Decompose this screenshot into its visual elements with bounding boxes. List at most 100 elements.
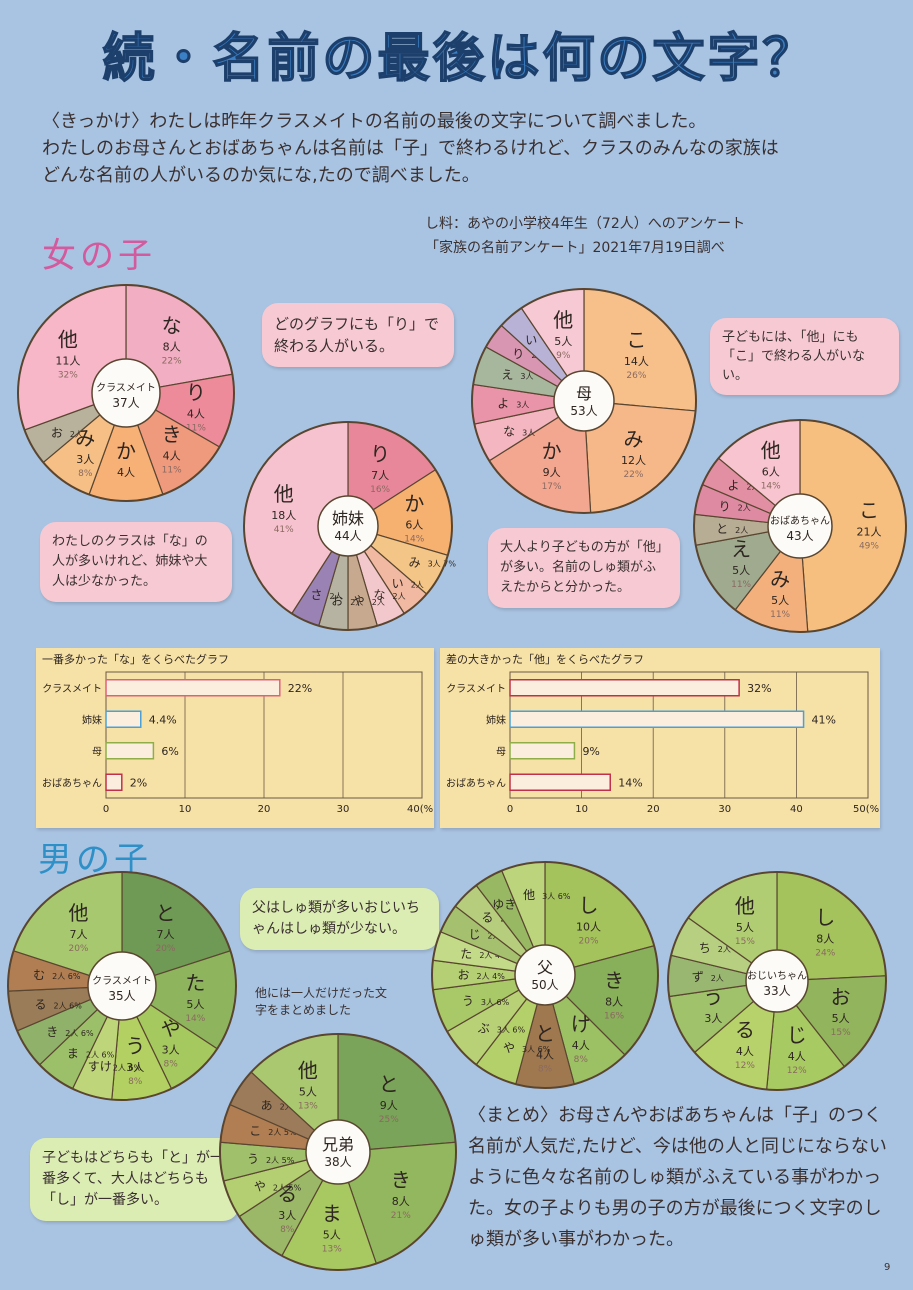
pie-pct-3: 8% [280,1225,295,1235]
pie-pct-3: 8% [538,1065,553,1075]
pie-pct-2: 17% [542,482,562,492]
bar-category-label: 姉妹 [82,713,102,726]
pie-pct-1: 15% [831,1028,851,1038]
pie-pct-2: 8% [164,1060,179,1070]
pie-label-7: お [458,968,470,982]
pie-fathers: し 10人 20% き 8人 16% け 4人 8% と 4人 8% や 3人 6% ぶ 3人 6% う 3人 6… [431,861,659,1089]
pie-count-0: 14人 [624,355,649,368]
pie-count-7: 2人 [329,592,342,601]
pie-label-5: え [501,368,513,382]
pie-label-7: 他 [735,894,755,918]
pie-label-8: 他 [553,308,573,332]
pie-center-name: クラスメイト [92,975,152,987]
pie-count-0: 8人 [816,932,834,945]
pie-pct-2: 11% [162,465,182,475]
pie-label-0: り [370,442,390,466]
pie-label-0: と [379,1072,399,1096]
pie-label-6: こ [249,1124,261,1138]
pie-count-4: 2人 [738,503,751,512]
pie-center-total: 43人 [786,529,813,543]
pie-label-3: い [392,576,404,590]
pie-label-0: と [155,901,175,925]
pie-pct-2: 8% [574,1055,589,1065]
note-ri: どのグラフにも「り」で終わる人がいる。 [262,303,454,367]
pie-label-5: よ [728,478,740,492]
bar-value-label: 41% [812,713,836,726]
pie-pct-1: 14% [404,534,424,544]
pie-count-0: 9人 [380,1099,398,1112]
pie-label-5: ぶ [478,1022,490,1036]
pie-count-1: 8人 [605,996,623,1009]
pie-count-2: 5人 [323,1229,341,1242]
pie-label-3: か [116,439,136,463]
bar-category-label: 母 [496,746,506,758]
bar-tick-label: 0 [507,804,513,815]
bar-tick-label: 50(%) [853,804,880,815]
bar-tick-label: 30 [337,804,350,815]
pie-label-4: み [75,426,95,450]
pie-label-2: ま [322,1202,342,1226]
pie-count-7: 2人 6% [53,1002,82,1011]
pie-label-6: り [512,347,524,361]
pie-label-2: や [161,1017,181,1041]
pie-pct-8: 9% [556,351,571,361]
pie-pct-2: 11% [731,580,751,590]
pie-count-2: 4人 [572,1039,590,1052]
pie-center-name: 母 [576,384,592,403]
bar-category-label: クラスメイト [42,683,102,695]
pie-label-6: 他 [58,327,78,351]
pie-pct-1: 14% [185,1014,205,1024]
pie-label-9: じ [468,927,480,941]
pie-label-2: え [731,537,751,561]
pie-center [514,944,576,1006]
pie-label-1: お [831,985,851,1009]
pie-label-0: こ [626,328,646,352]
pie-label-1: き [604,969,624,993]
pie-count-2: 5人 [732,564,750,577]
bar-tick-label: 10 [179,804,192,815]
pie-label-2: み [409,555,421,569]
note-other: 大人より子どもの方が「他」が多い。名前のしゅ類がふえたからと分かった。 [488,528,680,608]
pie-pct-1: 21% [391,1211,411,1221]
pie-label-9: 他 [69,901,89,925]
pie-count-1: 5人 [832,1012,850,1025]
pie-center-total: 33人 [763,984,790,998]
pie-center-name: 父 [537,958,553,977]
pie-count-5: 2人 [70,430,83,439]
pie-count-1: 12人 [621,454,646,467]
pie-count-6: 11人 [55,354,80,367]
pie-center-name: 姉妹 [332,509,364,528]
pie-count-5: 2人 [711,974,724,983]
pie-count-4: 2人 5% [273,1183,302,1192]
pie-label-1: り [186,380,206,404]
pie-pct-2: 12% [787,1066,807,1076]
pie-count-6: 3人 6% [481,998,510,1007]
pie-center [305,1119,371,1185]
pie-pct-8: 13% [298,1101,318,1111]
intro-text: 〈きっかけ〉わたしは昨年クラスメイトの名前の最後の文字について調べました。 わた… [42,108,779,189]
pie-center [745,949,809,1013]
pie-label-7: い [525,333,537,347]
pie-center [767,493,833,559]
pie-label-4: や [254,1179,266,1193]
pie-label-3: な [503,424,515,438]
pie-center [91,358,161,428]
bar-3 [509,773,611,791]
pie-label-2: き [162,422,182,446]
pie-label-7: あ [261,1098,273,1112]
pie-label-10: る [481,910,493,924]
pie-label-2: か [542,439,562,463]
pie-pct-0: 20% [155,944,175,954]
pie-pct-7: 15% [735,937,755,947]
pie-count-4: 3人 [516,400,529,409]
pie-count-2: 3人 [162,1044,180,1057]
pie-count-0: 8人 [163,341,181,354]
note-na: わたしのクラスは「な」の人が多いけれど、姉妹や大人は少なかった。 [40,522,232,602]
pie-pct-4: 8% [78,469,93,479]
pie-label-3: う [125,1034,145,1058]
bar-chart-other: 差の大きかった「他」をくらべたグラフ 0 10 20 30 40 50(%) クラスメイト 32… [446,652,883,815]
pie-count-2: 3人 7% [428,559,456,568]
pie-pct-0: 25% [379,1115,399,1125]
pie-label-6: お [331,594,343,608]
